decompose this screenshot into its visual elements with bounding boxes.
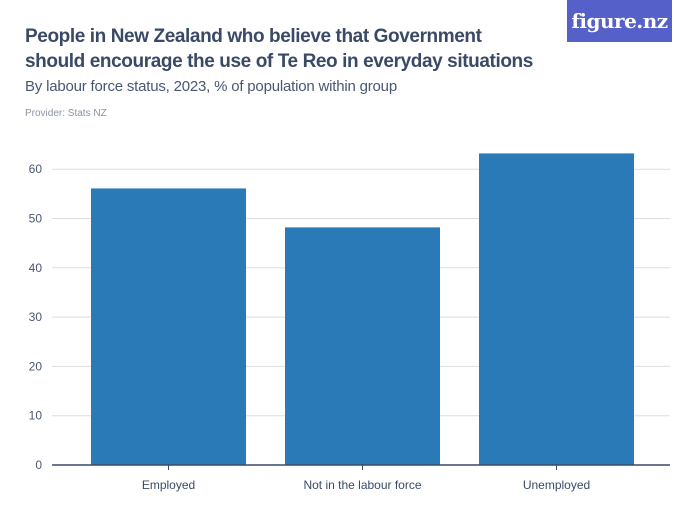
y-tick-label: 60 (29, 162, 43, 176)
y-tick-label: 50 (29, 212, 43, 226)
figure-nz-logo[interactable]: figure.nz (567, 0, 672, 42)
bar-unemployed (479, 153, 634, 465)
provider-label: Provider: Stats NZ (25, 108, 107, 119)
x-tick-label: Not in the labour force (303, 478, 421, 492)
x-tick-label: Unemployed (523, 478, 590, 492)
y-tick-label: 10 (29, 409, 43, 423)
bar-not-in-the-labour-force (285, 227, 440, 465)
y-tick-label: 20 (29, 359, 43, 373)
chart-title: People in New Zealand who believe that G… (25, 26, 533, 72)
chart-subtitle: By labour force status, 2023, % of popul… (25, 78, 397, 95)
y-tick-label: 40 (29, 261, 43, 275)
x-tick-label: Employed (142, 478, 195, 492)
y-tick-label: 30 (29, 310, 43, 324)
bar-employed (91, 188, 246, 465)
y-tick-label: 0 (35, 458, 42, 472)
